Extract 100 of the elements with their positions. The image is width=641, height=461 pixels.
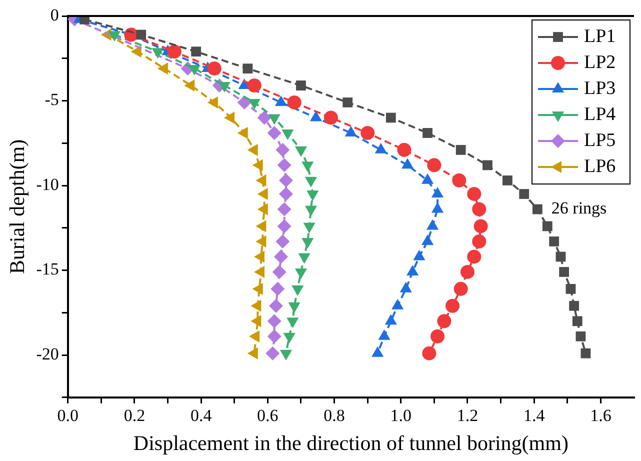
- x-tick-label: 0.8: [324, 406, 345, 426]
- point: [191, 46, 202, 57]
- point: [249, 330, 260, 342]
- x-tick-label: 0.6: [257, 406, 278, 426]
- point: [324, 110, 338, 125]
- point: [250, 300, 262, 312]
- point: [278, 173, 293, 188]
- point: [472, 202, 486, 216]
- point: [247, 78, 262, 92]
- point: [422, 128, 432, 138]
- point: [456, 144, 466, 155]
- point: [549, 236, 560, 246]
- point: [276, 234, 290, 248]
- point: [576, 331, 586, 342]
- point: [237, 95, 252, 110]
- point: [184, 79, 195, 92]
- y-tick-label: 0: [50, 5, 59, 24]
- point: [257, 188, 268, 200]
- point: [580, 348, 591, 358]
- point: [542, 221, 552, 232]
- point: [252, 282, 263, 295]
- y-tick-label: -20: [36, 344, 59, 364]
- point: [278, 186, 293, 201]
- point: [136, 30, 146, 40]
- annotation: 26 rings: [551, 198, 607, 218]
- point: [256, 174, 266, 186]
- x-tick-label: 1.4: [523, 406, 546, 426]
- y-tick-label: -5: [44, 90, 59, 110]
- point: [422, 346, 436, 360]
- point: [427, 158, 442, 172]
- point: [257, 203, 268, 216]
- point: [277, 202, 292, 216]
- point: [207, 62, 222, 76]
- point: [472, 234, 486, 248]
- point: [207, 96, 218, 109]
- point: [454, 282, 468, 296]
- legend-label: LP1: [584, 26, 616, 47]
- y-axis-title: Burial depth(m): [5, 139, 30, 274]
- point: [237, 126, 248, 140]
- point: [467, 186, 482, 201]
- point: [250, 315, 262, 328]
- point: [467, 250, 482, 264]
- point: [437, 314, 452, 328]
- point: [502, 175, 512, 186]
- point: [274, 250, 288, 264]
- point: [556, 252, 566, 262]
- point: [519, 189, 530, 199]
- point: [256, 220, 266, 232]
- point: [257, 110, 272, 125]
- point: [267, 329, 282, 344]
- point: [360, 126, 375, 140]
- point: [272, 264, 286, 279]
- x-tick-label: 1.2: [456, 406, 478, 426]
- point: [386, 112, 396, 123]
- point: [269, 298, 283, 313]
- point: [267, 126, 282, 140]
- y-tick-label: -10: [36, 174, 59, 194]
- point: [254, 250, 265, 263]
- point: [276, 142, 290, 157]
- x-tick-label: 0.2: [124, 406, 146, 426]
- y-tick-label: -15: [36, 260, 59, 279]
- legend-label: LP6: [584, 156, 616, 177]
- x-tick-label: 1.0: [390, 406, 412, 426]
- point: [566, 284, 576, 294]
- point: [296, 80, 306, 90]
- point: [80, 16, 90, 24]
- point: [397, 142, 412, 157]
- point: [572, 316, 582, 326]
- legend-label: LP5: [584, 130, 616, 151]
- point: [532, 204, 542, 214]
- point: [267, 314, 282, 328]
- point: [277, 219, 292, 234]
- point: [130, 46, 142, 58]
- point: [342, 98, 353, 108]
- point: [559, 267, 570, 277]
- x-tick-label: 1.6: [590, 406, 612, 426]
- point: [452, 173, 466, 188]
- point: [446, 298, 460, 313]
- x-tick-label: 0.0: [57, 406, 78, 426]
- point: [247, 144, 258, 156]
- legend-label: LP4: [584, 104, 616, 125]
- point: [482, 160, 492, 170]
- x-tick-label: 0.4: [190, 406, 212, 426]
- point: [247, 347, 258, 360]
- x-axis-title: Displacement in the direction of tunnel boring(mm): [133, 430, 568, 455]
- point: [254, 266, 265, 278]
- point: [224, 112, 235, 124]
- point: [270, 282, 285, 296]
- point: [474, 219, 488, 234]
- point: [287, 95, 302, 110]
- point: [252, 159, 263, 172]
- point: [430, 329, 445, 344]
- point: [167, 44, 182, 59]
- point: [569, 300, 580, 311]
- legend-label: LP2: [584, 52, 616, 73]
- point: [242, 64, 253, 74]
- legend-label: LP3: [584, 78, 616, 99]
- point: [266, 346, 280, 360]
- point: [460, 264, 474, 279]
- point: [277, 158, 292, 172]
